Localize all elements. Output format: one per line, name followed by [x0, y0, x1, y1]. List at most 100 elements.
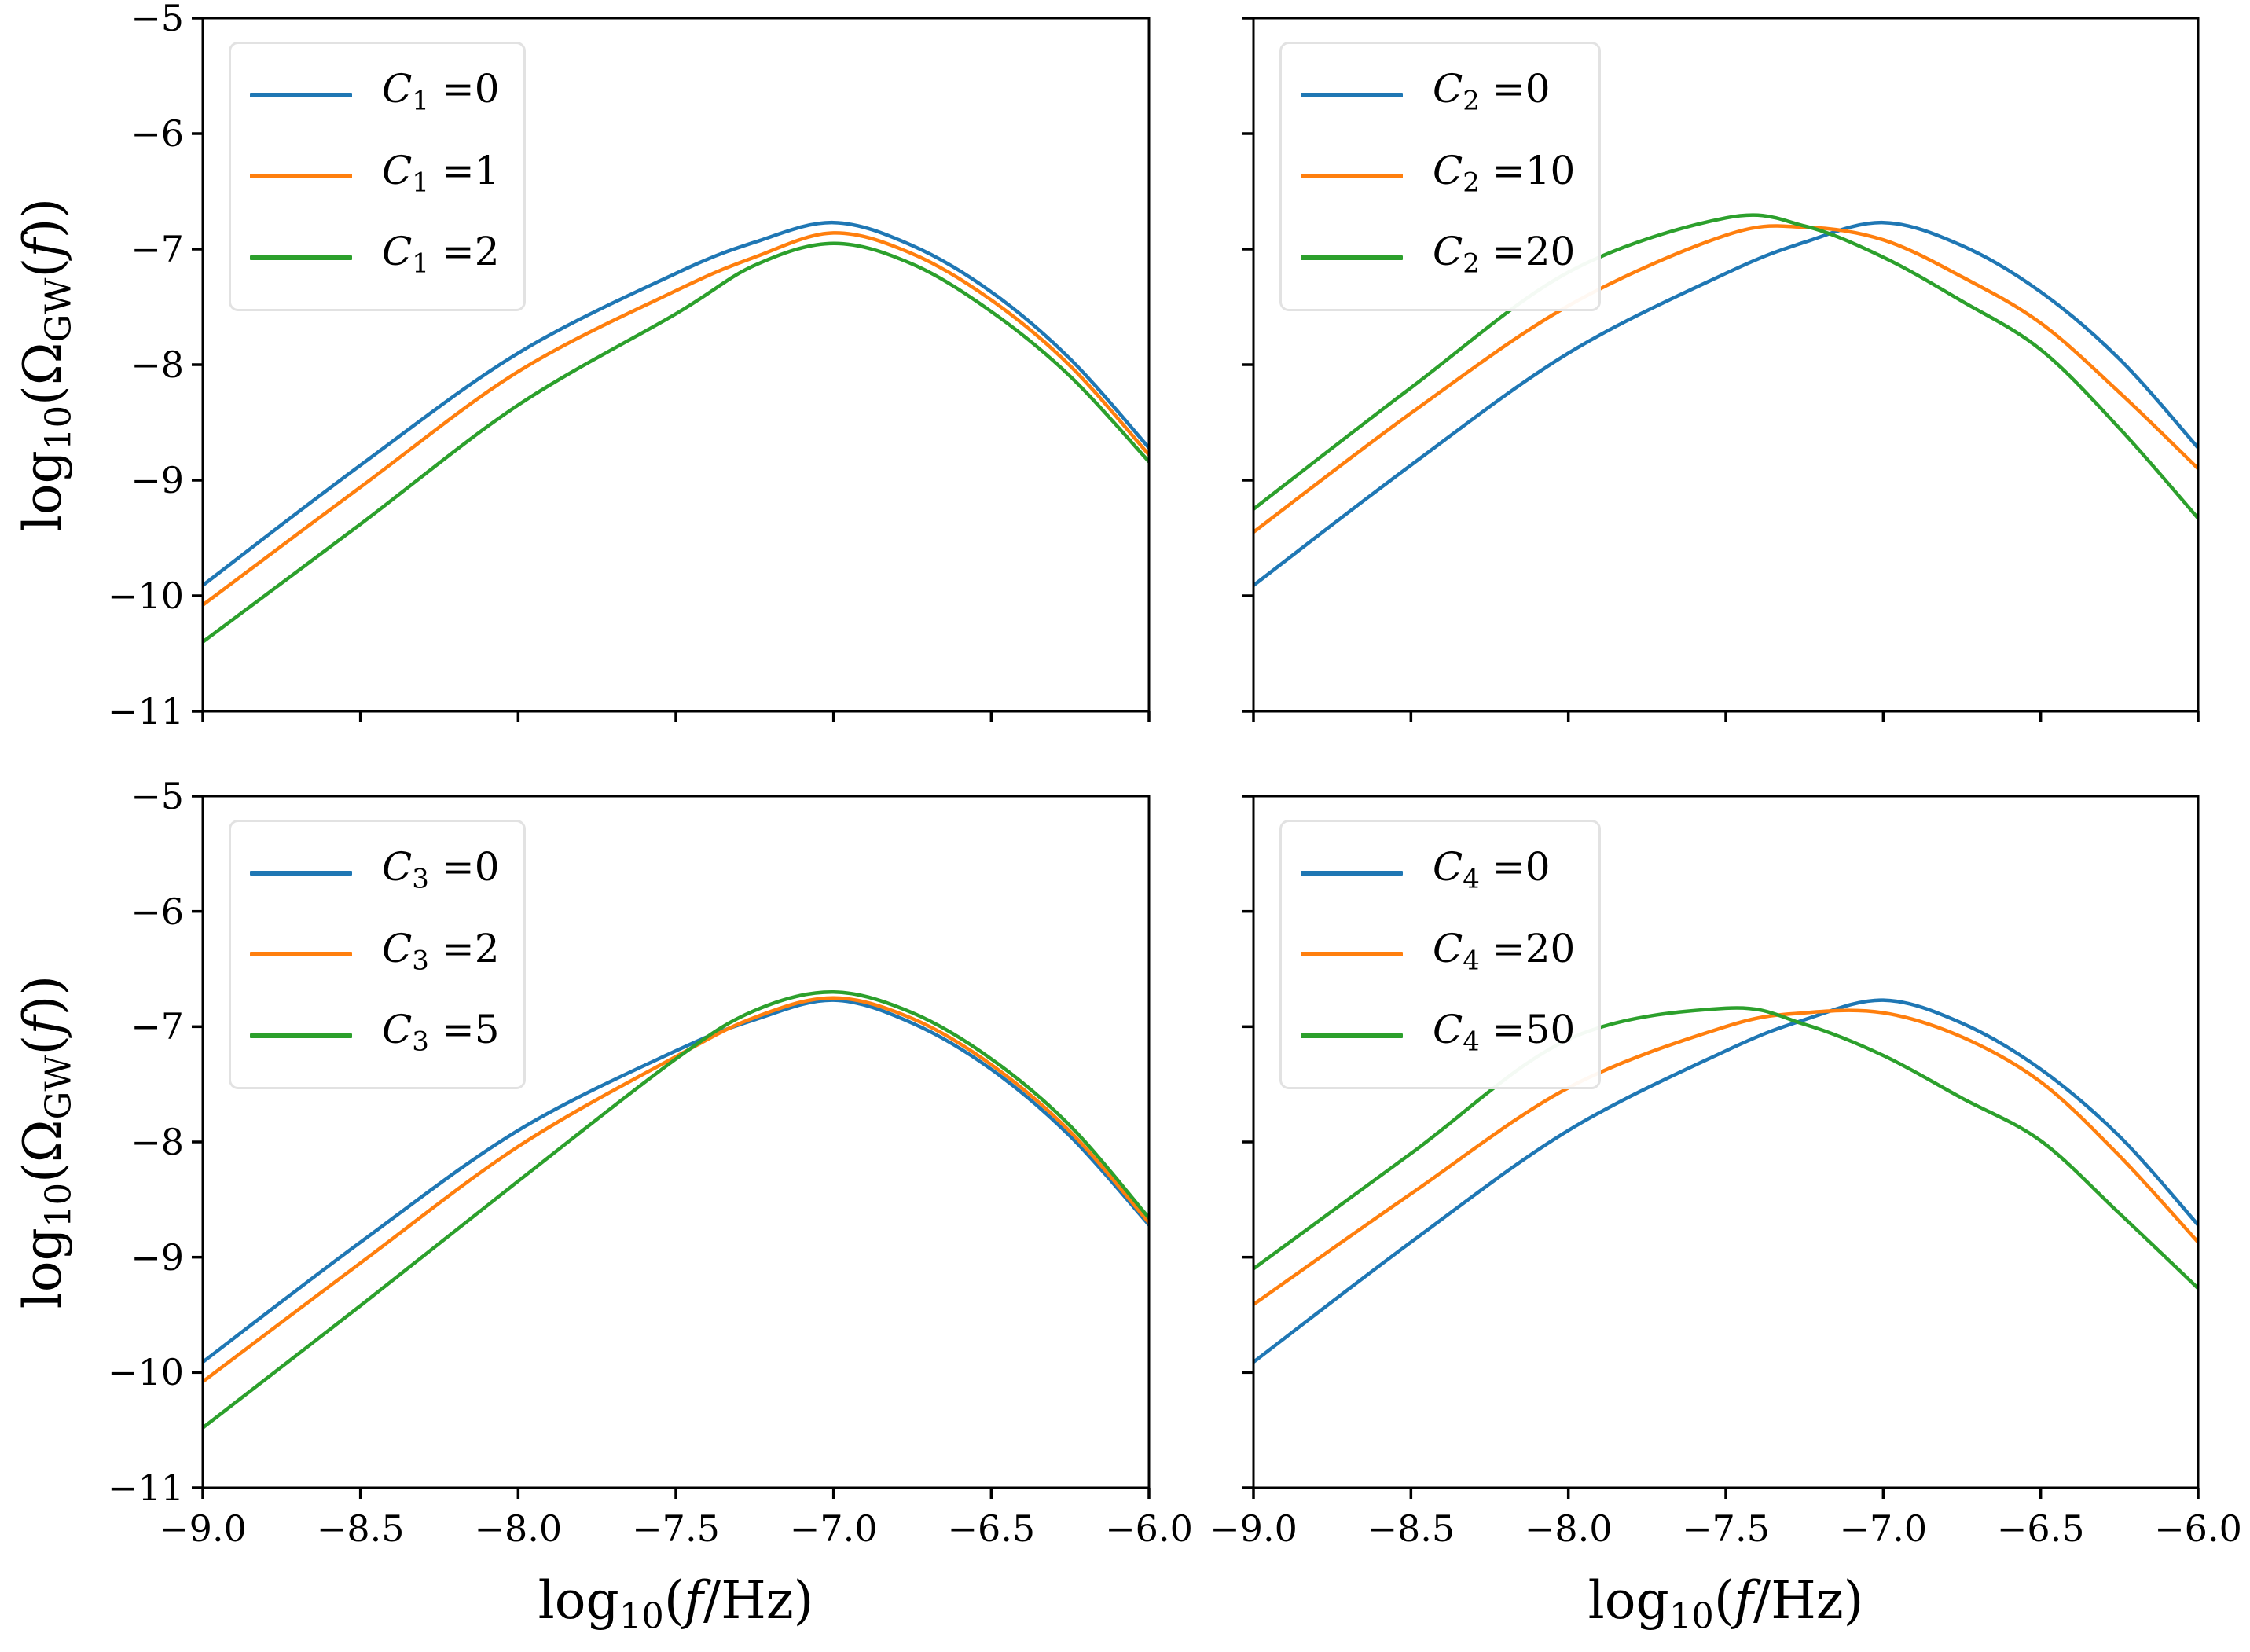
curve-C_4=20 [1253, 1008, 2199, 1307]
label-segment: 2 [474, 229, 500, 275]
legend-label: C1 =1 [382, 141, 500, 212]
label-segment: 20 [1525, 925, 1576, 971]
x-tick-label: −6.0 [2154, 1507, 2242, 1550]
label-segment: = [428, 66, 475, 112]
label-segment: 0 [474, 844, 500, 890]
y-tick-label: −5 [130, 775, 184, 817]
legend-line-swatch [250, 952, 352, 957]
label-segment: GW [37, 277, 79, 343]
legend-line-swatch [250, 255, 352, 260]
x-tick-label: −7.5 [632, 1507, 720, 1550]
legend-label: C2 =10 [1433, 141, 1575, 212]
tick-marks [192, 17, 1151, 722]
legend-line-swatch [1301, 952, 1403, 957]
label-segment: = [428, 844, 475, 890]
plot-area-bottom-left [192, 795, 1151, 1499]
label-segment: = [428, 147, 475, 193]
x-tick-label: −8.0 [1524, 1507, 1613, 1550]
label-segment: 3 [412, 1026, 429, 1058]
label-segment: 2 [1463, 85, 1480, 117]
legend-label: C4 =0 [1433, 838, 1551, 909]
label-segment: = [428, 229, 475, 275]
label-segment: 50 [1525, 1007, 1576, 1053]
curve-C_2=0 [1253, 220, 2199, 588]
y-tick-label: −5 [130, 0, 184, 39]
y-tick-label: −7 [130, 228, 184, 270]
x-tick-label: −7.0 [1839, 1507, 1928, 1550]
axes-frame [201, 795, 1151, 1489]
label-segment: = [1479, 229, 1525, 275]
axes-frame [201, 17, 1151, 713]
y-tick-label: −8 [130, 343, 184, 386]
label-segment: 4 [1463, 863, 1480, 895]
x-tick-label: −8.5 [1367, 1507, 1455, 1550]
x-tick-label: −9.0 [1209, 1507, 1298, 1550]
label-segment: 2 [1463, 248, 1480, 280]
x-axis-label-right: log10(f/Hz) [1411, 1570, 2040, 1637]
subplot-bottom-right: C4 =0 C4 =20 C4 =50 [1242, 795, 2200, 1499]
legend-line-swatch [250, 174, 352, 179]
legend-label: C2 =0 [1433, 60, 1551, 130]
label-segment: log [538, 1570, 619, 1631]
legend-label: C2 =20 [1433, 222, 1575, 293]
y-tick-label: −7 [130, 1005, 184, 1048]
label-segment: C [1433, 844, 1463, 890]
curve-C_4=50 [1253, 1006, 2199, 1290]
label-segment: f [1734, 1570, 1754, 1631]
label-segment: C [382, 1007, 413, 1053]
label-segment: 10 [1525, 147, 1576, 193]
curve-C_1=2 [202, 241, 1150, 644]
label-segment: ( [13, 385, 73, 406]
x-tick-label: −7.5 [1682, 1507, 1770, 1550]
legend-item: C2 =0 [1301, 60, 1575, 130]
legend-item: C1 =1 [250, 141, 500, 212]
label-segment: = [1479, 925, 1525, 971]
legend-line-swatch [1301, 1033, 1403, 1038]
label-segment: 10 [618, 1595, 664, 1637]
label-segment: 0 [1525, 66, 1551, 112]
curve-C_1=1 [202, 231, 1150, 608]
legend-item: C3 =5 [250, 1000, 500, 1071]
legend-box: C1 =0 C1 =1 C1 =2 [229, 42, 526, 311]
subplot-top-right: C2 =0 C2 =10 C2 =20 [1242, 17, 2200, 722]
plot-area-top-right [1242, 17, 2200, 722]
legend-label: C3 =0 [382, 838, 500, 909]
subplot-bottom-left: C3 =0 C3 =2 C3 =5 [192, 795, 1151, 1499]
legend-line-swatch [1301, 255, 1403, 260]
y-tick-label: −11 [107, 690, 184, 732]
legend-label: C4 =50 [1433, 1000, 1575, 1071]
label-segment: 2 [474, 925, 500, 971]
label-segment: 0 [1525, 844, 1551, 890]
legend-line-swatch [1301, 92, 1403, 97]
y-tick-label: −9 [130, 459, 184, 501]
label-segment: 1 [412, 85, 429, 117]
legend-box: C2 =0 C2 =10 C2 =20 [1279, 42, 1602, 311]
legend-item: C3 =2 [250, 920, 500, 990]
label-segment: 1 [412, 248, 429, 280]
label-segment: C [382, 229, 413, 275]
label-segment: = [1479, 844, 1525, 890]
plot-area-bottom-right [1242, 795, 2200, 1499]
legend-label: C3 =2 [382, 920, 500, 990]
axes-frame [1252, 17, 2200, 713]
label-segment: C [1433, 66, 1463, 112]
legend-item: C2 =10 [1301, 141, 1575, 212]
label-segment: 20 [1525, 229, 1576, 275]
y-tick-label: −8 [130, 1121, 184, 1163]
legend-box: C3 =0 C3 =2 C3 =5 [229, 820, 526, 1089]
label-segment: C [1433, 925, 1463, 971]
y-tick-label: −9 [130, 1235, 184, 1279]
curve-C_3=0 [202, 998, 1150, 1364]
tick-marks [1242, 795, 2200, 1499]
label-segment: f [684, 1570, 704, 1631]
label-segment: C [382, 66, 413, 112]
curve-C_3=2 [202, 996, 1150, 1384]
subplot-top-left: C1 =0 C1 =1 C1 =2 [192, 17, 1151, 722]
label-segment: 4 [1463, 1026, 1480, 1058]
x-tick-label: −8.0 [474, 1507, 563, 1550]
x-tick-label: −7.0 [789, 1507, 878, 1550]
label-segment: = [428, 1007, 475, 1053]
label-segment: 10 [37, 1182, 79, 1228]
label-segment: 3 [412, 863, 429, 895]
